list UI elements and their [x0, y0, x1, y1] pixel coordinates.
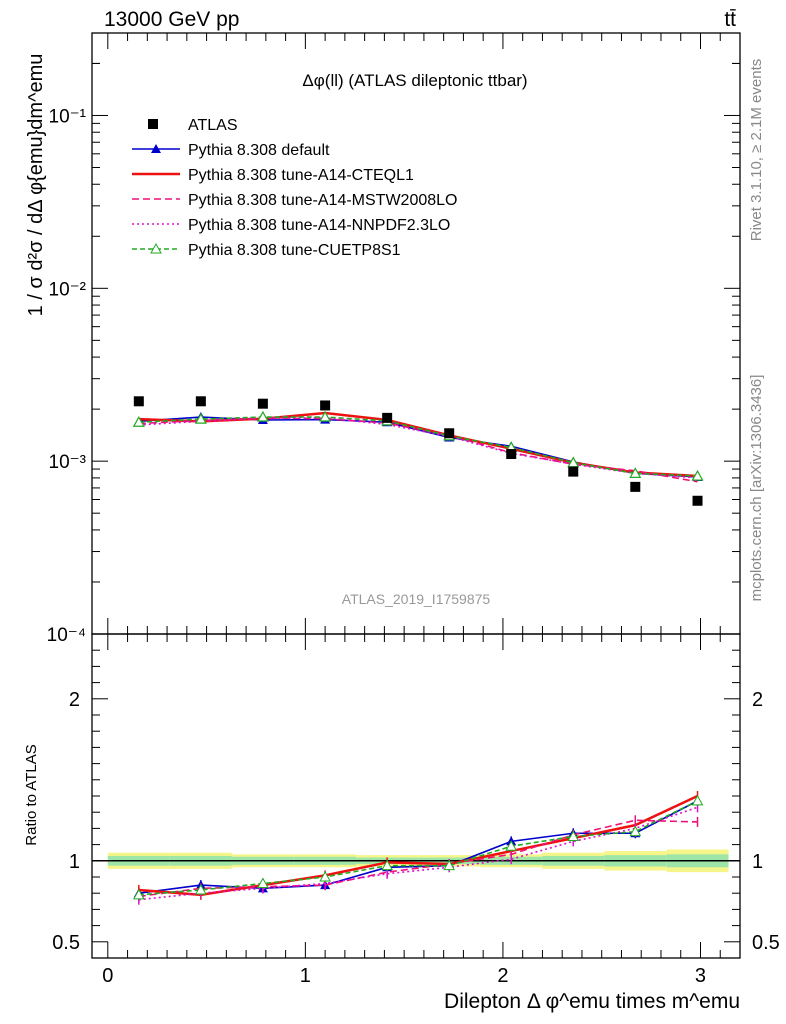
main-series-point-4 — [256, 410, 269, 422]
legend-label-3: Pythia 8.308 tune-A14-NNPDF2.3LO — [188, 217, 450, 234]
rivet-version-label: Rivet 3.1.10, ≥ 2.1M events — [748, 59, 765, 242]
atlas-data-point — [568, 466, 579, 477]
y-tick-label-main: 10⁻³ — [49, 452, 87, 473]
ratio-series-line-3 — [138, 806, 698, 901]
energy-label: 13000 GeV pp — [104, 8, 239, 31]
y-tick-label-ratio: 1 — [69, 851, 80, 873]
legend-marker-4 — [150, 242, 162, 254]
ratio-point-4 — [257, 877, 269, 888]
legend-label-1: Pythia 8.308 tune-A14-CTEQL1 — [188, 167, 414, 184]
ratio-point-4 — [691, 794, 704, 806]
ratio-point-4 — [195, 883, 207, 895]
ratio-series-line-1 — [138, 794, 699, 897]
y-tick-label-ratio: 0.5 — [52, 932, 80, 954]
x-tick-label: 1 — [300, 965, 311, 987]
y-tick-label-main: 10⁻¹ — [49, 106, 87, 127]
y-tick-label-ratio-right: 1 — [752, 851, 763, 873]
main-series-point-4 — [194, 412, 207, 424]
ratio-point-4 — [567, 830, 580, 841]
atlas-data-point — [692, 495, 703, 506]
ratio-series-line-2 — [138, 819, 698, 898]
x-axis-label: Dilepton Δ φ^emu times m^emu — [444, 990, 740, 1013]
atlas-data-point — [257, 398, 268, 409]
main-series-point-4 — [629, 467, 642, 478]
legend-label-0: Pythia 8.308 default — [188, 142, 330, 159]
main-y-axis-label: 1 / σ d²σ / dΔ φ{emu}dm^emu — [25, 54, 47, 317]
main-series-line-3 — [138, 417, 698, 479]
atlas-data-point — [195, 396, 206, 407]
ratio-point-4 — [505, 840, 518, 851]
y-tick-label-ratio: 2 — [69, 689, 80, 711]
ratio-series-line-0 — [138, 800, 698, 894]
legend-label-atlas: ATLAS — [188, 117, 238, 134]
atlas-data-point — [382, 412, 393, 423]
main-series-point-4 — [319, 410, 332, 422]
process-label: tt̄ — [724, 8, 736, 31]
atlas-data-point — [133, 396, 144, 407]
ratio-point-4 — [319, 870, 331, 882]
main-series-line-2 — [138, 417, 698, 483]
y-tick-label-main: 10⁻² — [49, 279, 87, 300]
main-series-line-4 — [138, 416, 698, 477]
x-tick-label: 3 — [695, 965, 706, 987]
legend-marker-atlas — [148, 119, 158, 129]
main-series-point-4 — [132, 415, 145, 427]
legend-label-2: Pythia 8.308 tune-A14-MSTW2008LO — [188, 192, 457, 209]
ratio-point-4 — [132, 888, 145, 900]
ratio-plot-frame — [91, 633, 741, 959]
y-tick-label-main: 10⁻⁴ — [47, 625, 86, 646]
atlas-data-point — [506, 449, 517, 460]
ratio-point-4 — [629, 825, 642, 837]
legend-marker-0 — [151, 144, 161, 153]
x-tick-label: 2 — [497, 965, 508, 987]
x-tick-label: 0 — [102, 965, 113, 987]
legend-label-4: Pythia 8.308 tune-CUETP8S1 — [188, 242, 401, 259]
plot-title: Δφ(ll) (ATLAS dileptonic ttbar) — [302, 71, 527, 90]
main-series-point-4 — [691, 469, 704, 481]
ratio-point-4 — [443, 859, 456, 871]
ratio-y-axis-label: Ratio to ATLAS — [23, 744, 40, 845]
ratio-point-4 — [381, 859, 394, 871]
ratio-series-line-4 — [138, 800, 698, 896]
y-tick-label-ratio-right: 0.5 — [752, 932, 780, 954]
y-tick-label-ratio-right: 2 — [752, 689, 763, 711]
atlas-data-point — [444, 428, 455, 439]
mcplots-label: mcplots.cern.ch [arXiv:1306.3436] — [748, 375, 765, 602]
analysis-watermark: ATLAS_2019_I1759875 — [342, 591, 491, 607]
atlas-data-point — [630, 481, 641, 492]
atlas-data-point — [320, 400, 331, 411]
main-series-line-1 — [138, 411, 698, 478]
